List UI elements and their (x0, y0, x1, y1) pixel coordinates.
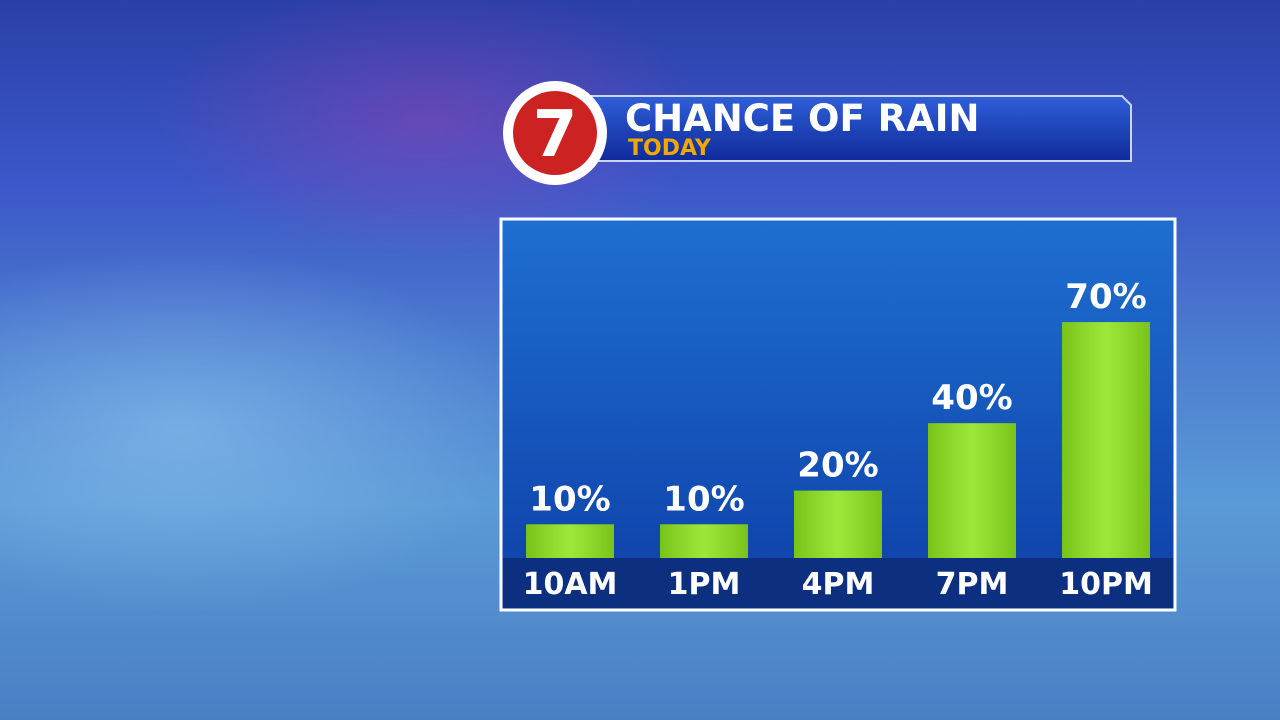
x-tick-label: 10PM (1059, 567, 1153, 602)
logo-text: 7 (533, 98, 578, 172)
plot: 10% 10AM 10% 1PM 20% 4PM 40% 7PM 70% 10PM (523, 277, 1153, 602)
x-tick-label: 1PM (668, 567, 741, 602)
bar-shade (1062, 322, 1150, 558)
value-label: 40% (931, 378, 1012, 418)
x-tick-label: 4PM (802, 567, 875, 602)
bar-shade (660, 524, 748, 558)
value-label: 10% (663, 479, 744, 519)
chart-subtitle: TODAY (628, 136, 712, 161)
bar-shade (794, 490, 882, 558)
logo-disc (513, 91, 597, 175)
x-tick-label: 10AM (523, 567, 618, 602)
chart-title: CHANCE OF RAIN (625, 97, 980, 140)
value-label: 10% (529, 479, 610, 519)
bar-shade (928, 423, 1016, 558)
value-label: 20% (797, 446, 878, 486)
x-tick-label: 7PM (936, 567, 1009, 602)
bar-shade (526, 524, 614, 558)
value-label: 70% (1065, 277, 1146, 317)
category-strip (503, 558, 1173, 608)
